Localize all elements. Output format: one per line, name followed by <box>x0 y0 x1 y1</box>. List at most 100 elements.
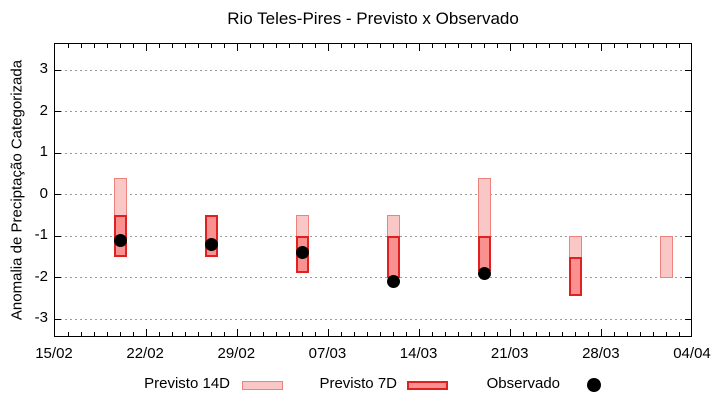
forecast-7d-bar <box>387 236 401 278</box>
y-tick-label: 0 <box>39 184 48 202</box>
observed-dot <box>478 266 492 280</box>
x-tick-mark <box>236 329 238 336</box>
forecast-7d-bar <box>478 236 492 272</box>
x-tick-mark <box>510 44 512 51</box>
x-tick-mark <box>458 44 460 48</box>
x-tick-mark <box>145 44 147 51</box>
x-tick-mark <box>249 44 251 48</box>
x-tick-mark <box>406 332 408 336</box>
x-tick-mark <box>510 329 512 336</box>
x-tick-mark <box>679 44 681 48</box>
y-tick-label: -2 <box>34 267 48 285</box>
x-tick-mark <box>666 44 668 48</box>
h-gridline <box>55 277 691 278</box>
x-tick-mark <box>288 44 290 48</box>
y-tick-label: 1 <box>39 143 48 160</box>
x-tick-label: 28/03 <box>582 345 620 362</box>
x-tick-mark <box>93 332 95 336</box>
x-tick-mark <box>327 329 329 336</box>
x-tick-mark <box>197 44 199 48</box>
x-tick-mark <box>184 332 186 336</box>
x-tick-mark <box>353 332 355 336</box>
x-tick-mark <box>549 44 551 48</box>
x-tick-mark <box>132 332 134 336</box>
x-tick-mark <box>393 44 395 48</box>
h-gridline <box>55 69 691 71</box>
x-tick-mark <box>223 44 225 48</box>
x-tick-mark <box>106 332 108 336</box>
x-tick-mark <box>132 44 134 48</box>
x-tick-mark <box>601 329 603 336</box>
observed-dot <box>204 237 218 251</box>
x-tick-mark <box>288 332 290 336</box>
x-tick-mark <box>380 44 381 48</box>
y-tick-mark <box>685 69 691 71</box>
x-tick-mark <box>119 44 121 48</box>
y-tick-mark <box>55 318 61 320</box>
x-tick-mark <box>145 329 147 336</box>
y-tick-label: 2 <box>39 101 48 119</box>
x-tick-mark <box>171 44 173 48</box>
x-tick-mark <box>523 332 525 336</box>
x-tick-mark <box>536 332 538 336</box>
x-tick-mark <box>588 44 590 48</box>
x-tick-mark <box>275 332 277 336</box>
x-tick-mark <box>93 44 95 48</box>
h-gridline <box>55 194 691 195</box>
y-tick-mark <box>55 277 61 278</box>
x-tick-mark <box>262 332 264 336</box>
y-tick-mark <box>55 194 61 195</box>
x-tick-label: 07/03 <box>308 345 347 362</box>
x-tick-mark <box>471 332 473 336</box>
x-tick-mark <box>432 44 434 48</box>
x-tick-mark <box>432 332 434 336</box>
x-tick-mark <box>366 44 368 48</box>
x-tick-mark <box>210 44 212 48</box>
x-tick-mark <box>327 44 329 51</box>
x-tick-mark <box>562 44 564 48</box>
x-tick-mark <box>301 332 303 336</box>
y-tick-label: 3 <box>39 60 48 77</box>
y-tick-mark <box>685 194 691 195</box>
x-tick-mark <box>80 332 82 336</box>
x-tick-mark <box>119 332 121 336</box>
x-tick-label: 29/02 <box>217 345 256 362</box>
legend-label-observado: Observado <box>486 375 560 392</box>
x-tick-mark <box>497 332 499 336</box>
x-tick-mark <box>340 332 342 336</box>
y-tick-mark <box>55 152 61 154</box>
x-tick-mark <box>197 332 199 336</box>
x-tick-mark <box>562 332 564 336</box>
legend-label-previsto-7d: Previsto 7D <box>319 375 397 392</box>
x-tick-mark <box>588 332 590 336</box>
observed-dot <box>387 275 401 289</box>
x-tick-mark <box>653 44 655 48</box>
x-tick-mark <box>653 332 655 336</box>
x-tick-mark <box>380 332 381 336</box>
legend-observed-dot <box>587 378 601 392</box>
forecast-7d-bar <box>569 256 583 297</box>
legend-swatch-previsto-7d <box>407 381 448 390</box>
x-tick-mark <box>158 332 160 336</box>
x-tick-mark <box>679 332 681 336</box>
x-tick-mark <box>67 44 69 48</box>
x-tick-mark <box>184 44 186 48</box>
x-tick-mark <box>549 332 551 336</box>
x-tick-mark <box>314 332 316 336</box>
x-tick-mark <box>158 44 160 48</box>
x-tick-label: 22/02 <box>126 345 164 362</box>
x-tick-mark <box>406 44 408 48</box>
x-tick-mark <box>262 44 264 48</box>
x-tick-label: 15/02 <box>35 345 73 362</box>
x-tick-mark <box>601 44 603 51</box>
plot-area <box>54 43 692 337</box>
x-tick-mark <box>340 44 342 48</box>
forecast-14d-bar <box>660 236 674 278</box>
x-tick-mark <box>249 332 251 336</box>
x-tick-mark <box>575 44 577 48</box>
x-tick-mark <box>236 44 238 51</box>
observed-dot <box>113 233 127 247</box>
x-tick-mark <box>614 44 616 48</box>
x-tick-mark <box>314 44 316 48</box>
